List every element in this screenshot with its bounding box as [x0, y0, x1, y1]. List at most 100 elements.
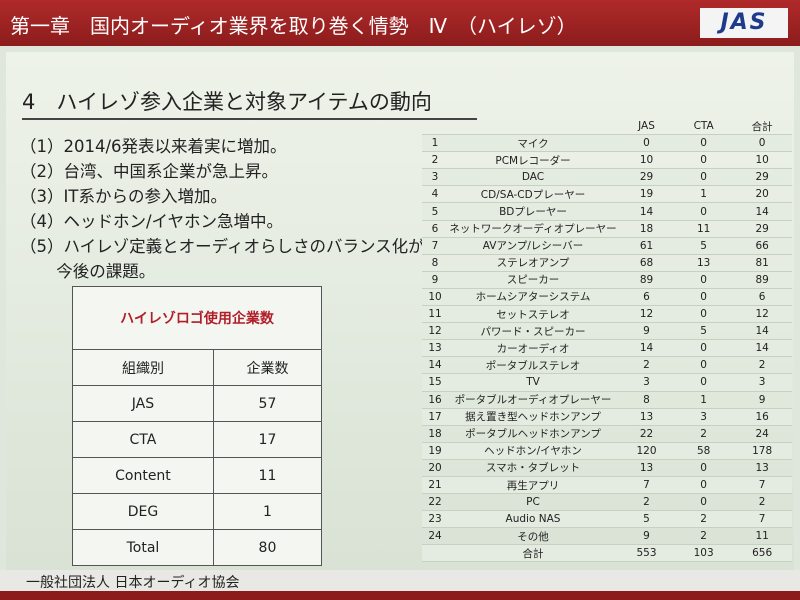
header-bar: 第一章 国内オーディオ業界を取り巻く情勢 Ⅳ （ハイレゾ） JAS: [0, 0, 800, 46]
cell: 12: [422, 322, 448, 341]
table-row: 10 ホームシアターシステム 6 0 6: [422, 288, 792, 307]
table-row: 5 BDプレーヤー 14 0 14: [422, 202, 792, 221]
cell: 14: [422, 356, 448, 375]
cell: 2: [675, 527, 733, 546]
cell: 20: [732, 185, 792, 204]
cell: DAC: [448, 168, 618, 187]
table-title: ハイレゾロゴ使用企業数: [72, 286, 322, 350]
cell: 0: [675, 339, 733, 358]
cell: DEG: [72, 493, 214, 530]
cell: ポータブルステレオ: [448, 356, 618, 375]
cell: 16: [732, 408, 792, 426]
header-cell: CTA: [675, 118, 733, 136]
cell: 6: [618, 288, 676, 307]
cell: 7: [732, 510, 792, 529]
cell: 19: [422, 442, 448, 460]
cell: 1: [422, 134, 448, 153]
cell: 5: [675, 237, 733, 255]
cell: 22: [618, 425, 676, 443]
cell: セットステレオ: [448, 305, 618, 324]
table-row: 6 ネットワークオーディオプレーヤー 18 11 29: [422, 220, 792, 238]
logo-table: ハイレゾロゴ使用企業数 組織別 企業数 JAS 57 CTA 17 Content 11 DEG 1…: [72, 286, 323, 566]
cell: Audio NAS: [448, 510, 618, 529]
cell: 1: [212, 493, 323, 530]
cell: 656: [732, 544, 792, 563]
cell: 0: [675, 271, 733, 289]
cell: 0: [675, 288, 733, 307]
cell: 据え置き型ヘッドホンアンプ: [448, 408, 618, 426]
cell: 10: [732, 151, 792, 170]
cell: 7: [732, 476, 792, 495]
header-cell: 合計: [732, 118, 792, 136]
cell: 14: [732, 339, 792, 358]
cell: 12: [732, 305, 792, 324]
table-row: 24 その他 9 2 11: [422, 527, 792, 546]
table-row: CTA 17: [72, 421, 323, 458]
bullet: （1）2014/6発表以来着実に増加。: [20, 137, 287, 156]
cell: 7: [422, 237, 448, 255]
cell: 5: [618, 510, 676, 529]
table-row: JAS 57: [72, 385, 323, 422]
cell: 13: [675, 254, 733, 272]
cell: Total: [72, 529, 214, 566]
bullet: （5）ハイレゾ定義とオーディオらしさのバランス化が今後の課題。: [20, 237, 425, 281]
cell: 23: [422, 510, 448, 529]
cell: 17: [212, 421, 323, 458]
cell: 178: [732, 442, 792, 460]
table-row: 22 PC 2 0 2: [422, 493, 792, 512]
table-row: Content 11: [72, 457, 323, 494]
bullet: （3）IT系からの参入増加。: [20, 187, 227, 206]
cell: Content: [72, 457, 214, 494]
cell: 0: [675, 151, 733, 170]
item-table: JAS CTA 合計 1 マイク 0 0 0 2 PCMレコーダー 10 0 10 3 DAC 29 0 29 4 C…: [422, 118, 792, 563]
cell: 4: [422, 185, 448, 204]
bullet: （2）台湾、中国系企業が急上昇。: [20, 162, 278, 181]
table-row: 14 ポータブルステレオ 2 0 2: [422, 356, 792, 375]
cell: 3: [422, 168, 448, 187]
cell: 89: [618, 271, 676, 289]
cell: 2: [618, 493, 676, 512]
table-row: 15 TV 3 0 3: [422, 373, 792, 392]
cell: 2: [618, 356, 676, 375]
bullet-list: （1）2014/6発表以来着実に増加。 （2）台湾、中国系企業が急上昇。 （3）IT…: [20, 134, 440, 284]
table-row: 11 セットステレオ 12 0 12: [422, 305, 792, 324]
cell: 0: [618, 134, 676, 153]
cell: 29: [618, 168, 676, 187]
cell: 11: [212, 457, 323, 494]
cell: 9: [422, 271, 448, 289]
table-row: 9 スピーカー 89 0 89: [422, 271, 792, 289]
cell: 0: [675, 168, 733, 187]
content: 4 ハイレゾ参入企業と対象アイテムの動向 （1）2014/6発表以来着実に増加。…: [6, 52, 794, 570]
table-row: 13 カーオーディオ 14 0 14: [422, 339, 792, 358]
table-row: 8 ステレオアンプ 68 13 81: [422, 254, 792, 272]
blank-cell: [422, 544, 448, 563]
cell: 2: [422, 151, 448, 170]
cell: 0: [732, 134, 792, 153]
cell: 22: [422, 493, 448, 512]
cell: 12: [618, 305, 676, 324]
cell: 2: [732, 493, 792, 512]
cell: 61: [618, 237, 676, 255]
cell: 14: [732, 322, 792, 341]
cell: AVアンプ/レシーバー: [448, 237, 618, 255]
blank-cell: [422, 118, 448, 136]
cell: JAS: [72, 385, 214, 422]
cell: 10: [618, 151, 676, 170]
cell: 17: [422, 408, 448, 426]
cell: 14: [732, 202, 792, 221]
cell: PC: [448, 493, 618, 512]
table-row: ハイレゾロゴ使用企業数: [72, 286, 322, 350]
cell: 7: [618, 476, 676, 495]
bullet: （4）ヘッドホン/イヤホン急増中。: [20, 212, 284, 231]
cell: マイク: [448, 134, 618, 153]
cell: 6: [422, 220, 448, 238]
cell: 11: [422, 305, 448, 324]
cell: ネットワークオーディオプレーヤー: [448, 220, 618, 238]
cell: 2: [732, 356, 792, 375]
cell: カーオーディオ: [448, 339, 618, 358]
table-header-row: 組織別 企業数: [72, 349, 323, 386]
cell: スピーカー: [448, 271, 618, 289]
cell: TV: [448, 373, 618, 392]
section-heading: 4 ハイレゾ参入企業と対象アイテムの動向: [22, 86, 477, 120]
total-row: 合計 553 103 656: [422, 544, 792, 563]
